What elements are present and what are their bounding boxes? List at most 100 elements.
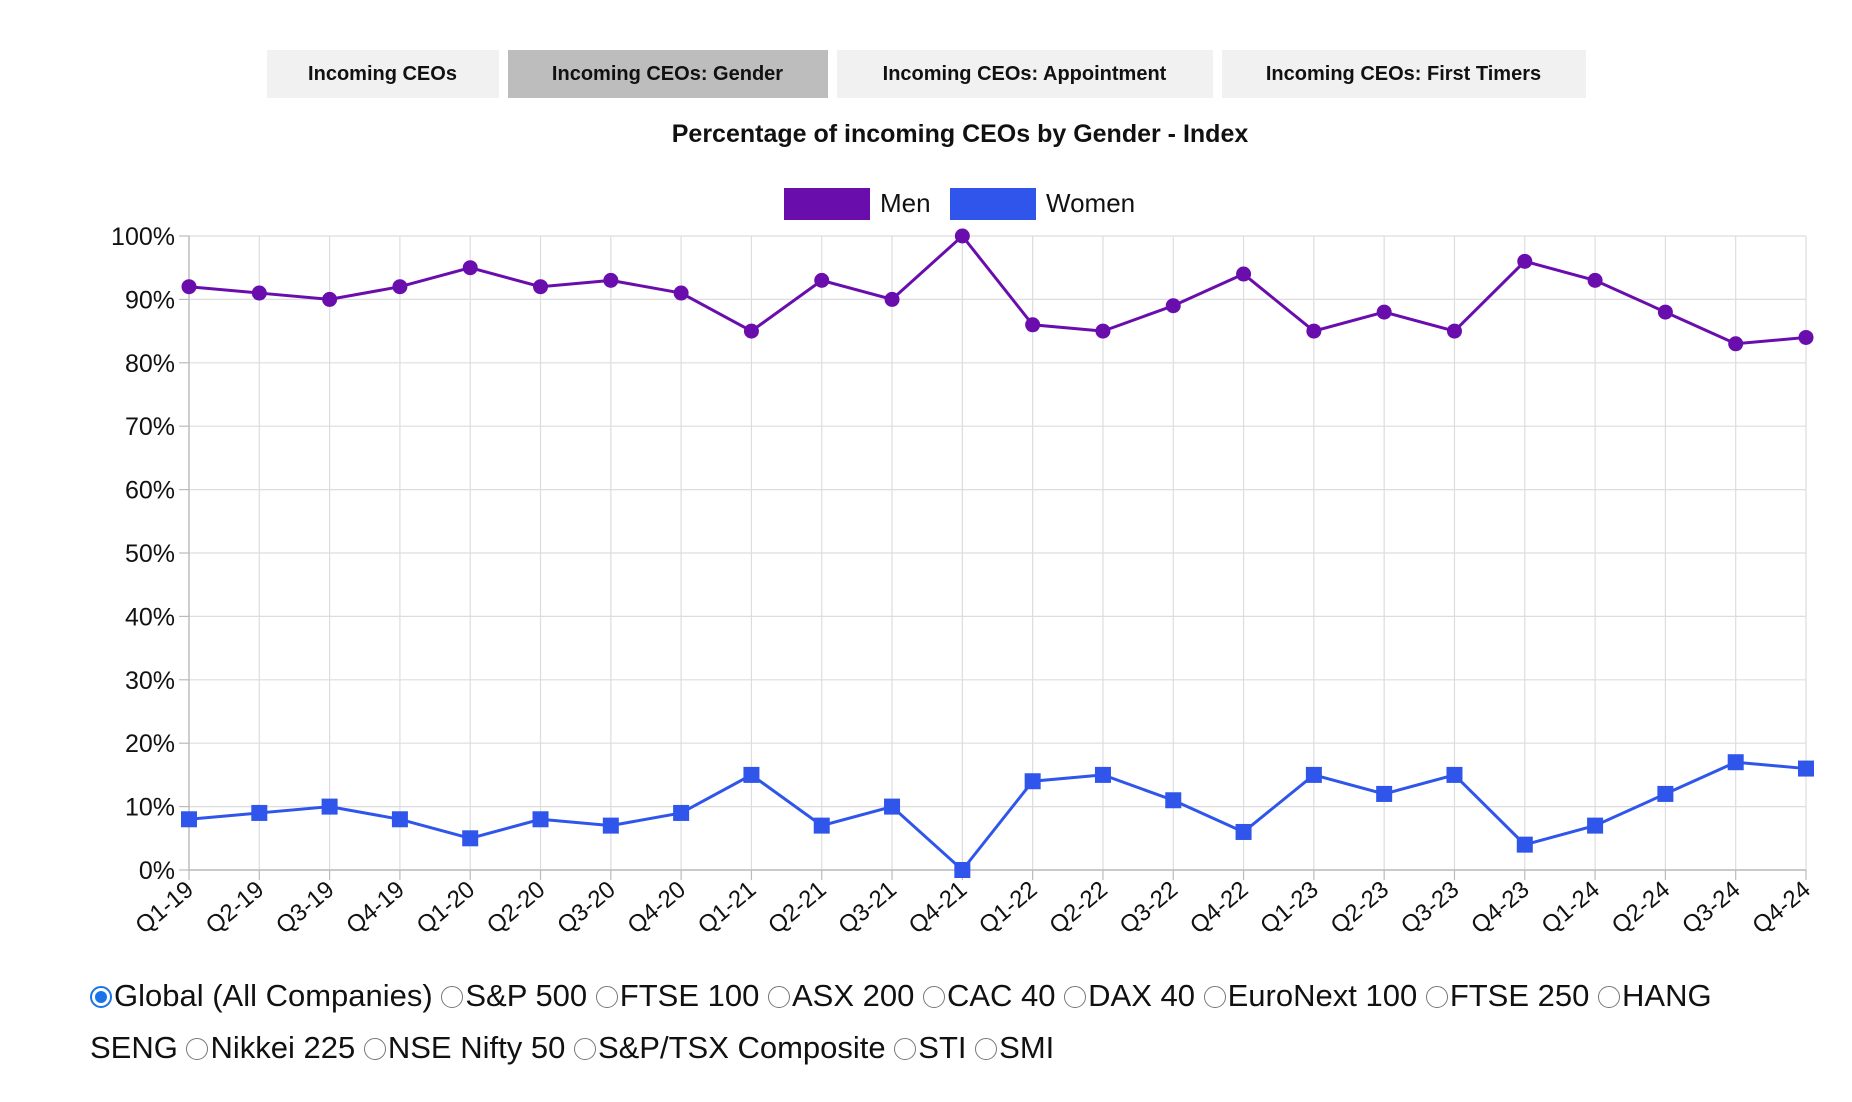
- radio-option-dax-40[interactable]: DAX 40: [1064, 978, 1195, 1013]
- tab-incoming-ceos-gender[interactable]: Incoming CEOs: Gender: [507, 50, 828, 98]
- x-tick-label: Q3-20: [552, 876, 620, 940]
- radio-button[interactable]: [90, 986, 112, 1008]
- data-point-men[interactable]: [251, 285, 267, 301]
- radio-button[interactable]: [1203, 986, 1226, 1008]
- data-point-women[interactable]: [181, 811, 197, 828]
- radio-option-s-p-tsx-composite[interactable]: S&P/TSX Composite: [573, 1030, 886, 1065]
- data-point-men[interactable]: [1236, 266, 1252, 282]
- data-point-women[interactable]: [1094, 766, 1111, 783]
- tab-bar: Incoming CEOs Incoming CEOs: Gender Inco…: [0, 50, 1852, 98]
- data-point-men[interactable]: [1025, 317, 1041, 333]
- data-point-women[interactable]: [1657, 785, 1674, 802]
- data-point-men[interactable]: [462, 260, 478, 276]
- data-point-women[interactable]: [673, 804, 690, 821]
- data-point-men[interactable]: [954, 228, 970, 244]
- data-point-men[interactable]: [1376, 304, 1392, 320]
- radio-option-smi[interactable]: SMI: [975, 1030, 1054, 1065]
- radio-button[interactable]: [767, 986, 790, 1008]
- radio-option-euronext-100[interactable]: EuroNext 100: [1203, 978, 1417, 1013]
- data-point-men[interactable]: [814, 272, 830, 288]
- legend-label-men[interactable]: Men: [880, 188, 931, 218]
- radio-button[interactable]: [573, 1038, 596, 1060]
- x-tick-label: Q4-21: [904, 876, 972, 940]
- legend-label-women[interactable]: Women: [1046, 188, 1135, 218]
- data-point-men[interactable]: [533, 279, 549, 295]
- data-point-women[interactable]: [813, 817, 830, 834]
- data-point-women[interactable]: [1235, 823, 1252, 840]
- data-point-men[interactable]: [884, 291, 900, 307]
- data-point-women[interactable]: [532, 811, 549, 828]
- radio-button[interactable]: [894, 1038, 917, 1060]
- radio-option-cac-40[interactable]: CAC 40: [922, 978, 1056, 1013]
- data-point-men[interactable]: [603, 272, 619, 288]
- x-tick-label: Q1-19: [130, 876, 198, 940]
- data-point-women[interactable]: [1165, 792, 1182, 809]
- data-point-women[interactable]: [391, 811, 408, 828]
- data-point-men[interactable]: [322, 291, 338, 307]
- data-point-men[interactable]: [1517, 253, 1533, 269]
- data-point-men[interactable]: [181, 279, 197, 295]
- x-tick-label: Q3-19: [271, 876, 339, 940]
- data-point-women[interactable]: [602, 817, 619, 834]
- data-point-women[interactable]: [251, 804, 268, 821]
- x-tick-label: Q4-19: [341, 876, 409, 940]
- radio-option-nse-nifty-50[interactable]: NSE Nifty 50: [363, 1030, 565, 1065]
- data-point-men[interactable]: [1798, 329, 1814, 345]
- tab-incoming-ceos-first-timers[interactable]: Incoming CEOs: First Timers: [1221, 50, 1586, 98]
- radio-button[interactable]: [1598, 986, 1620, 1008]
- x-tick-label: Q1-24: [1536, 876, 1604, 940]
- radio-option-asx-200[interactable]: ASX 200: [767, 978, 914, 1013]
- data-point-women[interactable]: [1446, 766, 1463, 783]
- data-point-women[interactable]: [1376, 785, 1393, 802]
- radio-label: SMI: [999, 1030, 1055, 1065]
- data-point-women[interactable]: [1798, 760, 1814, 777]
- data-point-women[interactable]: [1587, 817, 1604, 834]
- data-point-men[interactable]: [1306, 323, 1322, 339]
- data-point-men[interactable]: [1587, 272, 1603, 288]
- series-line-women: [188, 760, 1807, 873]
- radio-option-global-all-companies[interactable]: Global (All Companies): [90, 978, 433, 1013]
- series-line-men: [188, 233, 1807, 346]
- radio-button[interactable]: [186, 1038, 209, 1060]
- data-point-men[interactable]: [392, 279, 408, 295]
- data-point-women[interactable]: [743, 766, 760, 783]
- data-point-men[interactable]: [1095, 323, 1111, 339]
- y-tick-label: 40%: [125, 603, 175, 631]
- data-point-women[interactable]: [954, 862, 971, 878]
- data-point-women[interactable]: [1305, 766, 1322, 783]
- radio-button[interactable]: [1425, 986, 1448, 1008]
- x-tick-label: Q3-21: [833, 876, 901, 940]
- radio-button[interactable]: [595, 986, 618, 1008]
- data-point-women[interactable]: [1516, 836, 1533, 853]
- data-point-women[interactable]: [1024, 773, 1041, 790]
- radio-button[interactable]: [922, 986, 945, 1008]
- data-point-women[interactable]: [1727, 754, 1744, 771]
- data-point-men[interactable]: [1728, 336, 1744, 352]
- data-point-men[interactable]: [1446, 323, 1462, 339]
- data-point-women[interactable]: [884, 798, 901, 815]
- x-tick-label: Q1-22: [974, 876, 1042, 940]
- data-point-men[interactable]: [1657, 304, 1673, 320]
- chart-series: [181, 228, 1814, 878]
- radio-button[interactable]: [1064, 986, 1087, 1008]
- radio-option-ftse-250[interactable]: FTSE 250: [1425, 978, 1589, 1013]
- data-point-men[interactable]: [1165, 298, 1181, 314]
- data-point-men[interactable]: [743, 323, 759, 339]
- tab-incoming-ceos[interactable]: Incoming CEOs: [266, 50, 499, 98]
- radio-button[interactable]: [363, 1038, 386, 1060]
- x-tick-label: Q3-24: [1677, 876, 1745, 940]
- radio-button[interactable]: [441, 986, 464, 1008]
- tab-incoming-ceos-appointment[interactable]: Incoming CEOs: Appointment: [836, 50, 1213, 98]
- radio-option-hang-seng[interactable]: HANG SENG: [90, 978, 1712, 1065]
- y-tick-label: 0%: [139, 857, 175, 885]
- chart-grid: [188, 235, 1807, 871]
- radio-option-ftse-100[interactable]: FTSE 100: [595, 978, 759, 1013]
- data-point-women[interactable]: [462, 830, 479, 847]
- radio-option-sti[interactable]: STI: [894, 1030, 967, 1065]
- radio-option-s-p-500[interactable]: S&P 500: [441, 978, 587, 1013]
- radio-option-nikkei-225[interactable]: Nikkei 225: [186, 1030, 355, 1065]
- data-point-women[interactable]: [321, 798, 338, 815]
- x-tick-label: Q2-23: [1326, 876, 1394, 940]
- data-point-men[interactable]: [673, 285, 689, 301]
- radio-button[interactable]: [975, 1038, 998, 1060]
